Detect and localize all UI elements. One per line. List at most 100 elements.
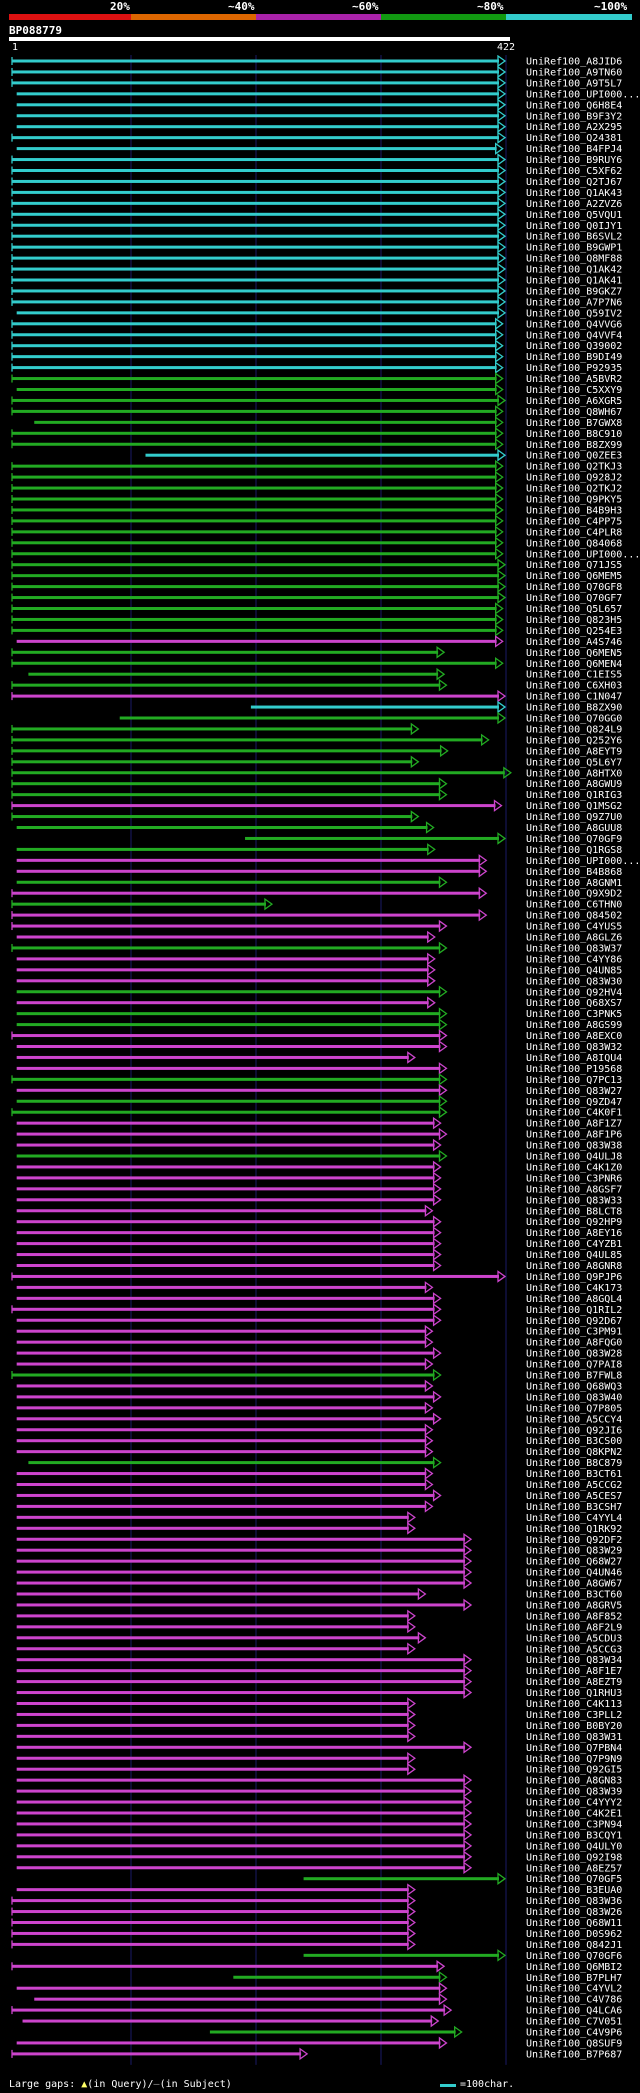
hit-bar[interactable] (145, 453, 499, 457)
hit-bar[interactable] (233, 1975, 441, 1979)
hit-label[interactable]: UniRef100_C4PLR8 (526, 527, 622, 538)
hit-label[interactable]: UniRef100_Q92JI6 (526, 1425, 622, 1436)
hit-label[interactable]: UniRef100_Q1RGS8 (526, 845, 622, 856)
hit-row[interactable]: UniRef100_B8LCT8 (16, 1204, 623, 1218)
hit-label[interactable]: UniRef100_C4K1Z0 (526, 1162, 622, 1173)
hit-bar[interactable] (16, 1778, 466, 1782)
hit-row[interactable]: UniRef100_Q0IJY1 (11, 218, 622, 232)
hit-label[interactable]: UniRef100_Q9Z7U0 (526, 812, 622, 823)
hit-row[interactable]: UniRef100_Q71JS5 (11, 558, 622, 572)
hit-row[interactable]: UniRef100_Q83W32 (16, 1040, 623, 1054)
hit-label[interactable]: UniRef100_B4B868 (526, 867, 622, 878)
hit-bar[interactable] (12, 2008, 446, 2012)
hit-row[interactable]: UniRef100_Q252Y6 (11, 733, 622, 747)
hit-label[interactable]: UniRef100_Q68WQ3 (526, 1381, 622, 1392)
hit-bar[interactable] (16, 1625, 409, 1629)
hit-row[interactable]: UniRef100_A8HTX0 (11, 766, 622, 780)
hit-row[interactable]: UniRef100_Q824L9 (11, 722, 622, 736)
hit-label[interactable]: UniRef100_C3PNR6 (526, 1173, 622, 1184)
hit-bar[interactable] (303, 1953, 499, 1957)
hit-label[interactable]: UniRef100_C1EIS5 (526, 670, 622, 681)
hit-bar[interactable] (12, 607, 497, 610)
hit-label[interactable]: UniRef100_A8GRV5 (526, 1600, 622, 1611)
hit-row[interactable]: UniRef100_B3CT60 (16, 1587, 623, 1601)
hit-bar[interactable] (16, 1406, 427, 1410)
hit-bar[interactable] (16, 1143, 435, 1147)
hit-bar[interactable] (16, 1264, 435, 1267)
hit-bar[interactable] (12, 815, 413, 819)
hit-row[interactable]: UniRef100_C4YYL4 (16, 1511, 623, 1524)
hit-label[interactable]: UniRef100_Q92HP9 (526, 1217, 622, 1228)
hit-label[interactable]: UniRef100_A8GLZ6 (526, 933, 622, 944)
hit-label[interactable]: UniRef100_A8GUU8 (526, 823, 622, 834)
hit-bar[interactable] (16, 1132, 441, 1136)
hit-label[interactable]: UniRef100_C4V9P6 (526, 2028, 622, 2039)
hit-row[interactable]: UniRef100_B3CSH7 (16, 1500, 623, 1513)
hit-row[interactable]: UniRef100_B7P687 (11, 2047, 622, 2061)
hit-bar[interactable] (303, 1877, 499, 1881)
hit-label[interactable]: UniRef100_A8GNR8 (526, 1261, 622, 1272)
hit-label[interactable]: UniRef100_Q92GI5 (526, 1765, 622, 1776)
hit-label[interactable]: UniRef100_Q83W31 (526, 1732, 622, 1743)
hit-bar[interactable] (12, 300, 499, 304)
hit-label[interactable]: UniRef100_Q83W28 (526, 1349, 622, 1360)
hit-row[interactable]: UniRef100_A8F1P6 (16, 1127, 623, 1141)
hit-label[interactable]: UniRef100_A9T5L7 (526, 78, 622, 89)
hit-label[interactable]: UniRef100_Q5L657 (526, 604, 622, 615)
hit-bar[interactable] (16, 1099, 441, 1103)
hit-bar[interactable] (12, 891, 481, 895)
hit-bar[interactable] (12, 1921, 409, 1924)
hit-bar[interactable] (16, 1154, 441, 1158)
hit-row[interactable]: UniRef100_C5XF62 (11, 164, 622, 178)
hit-row[interactable]: UniRef100_C1EIS5 (28, 667, 622, 681)
hit-row[interactable]: UniRef100_B6SVL2 (11, 229, 622, 243)
hit-row[interactable]: UniRef100_A8F2L9 (16, 1620, 623, 1634)
hit-label[interactable]: UniRef100_Q9PKY5 (526, 495, 622, 506)
hit-label[interactable]: UniRef100_Q68W27 (526, 1557, 622, 1568)
hit-row[interactable]: UniRef100_Q92D67 (16, 1313, 623, 1327)
hit-bar[interactable] (16, 968, 429, 972)
hit-bar[interactable] (16, 1614, 409, 1618)
hit-row[interactable]: UniRef100_C6THN0 (11, 897, 622, 911)
hit-row[interactable]: UniRef100_C4PLR8 (11, 525, 622, 539)
hit-bar[interactable] (12, 574, 499, 578)
hit-bar[interactable] (16, 1242, 435, 1246)
hit-label[interactable]: UniRef100_B3CQY1 (526, 1830, 622, 1841)
hit-label[interactable]: UniRef100_Q823H5 (526, 615, 622, 626)
hit-row[interactable]: UniRef100_C4PP75 (11, 514, 622, 528)
hit-row[interactable]: UniRef100_Q9X9D2 (11, 886, 622, 900)
hit-label[interactable]: UniRef100_Q59IV2 (526, 308, 622, 319)
hit-row[interactable]: UniRef100_Q842J1 (11, 1938, 622, 1951)
hit-label[interactable]: UniRef100_Q0IJY1 (526, 221, 622, 232)
hit-bar[interactable] (12, 2052, 302, 2056)
hit-bar[interactable] (12, 179, 499, 183)
hit-row[interactable]: UniRef100_C4YY86 (16, 952, 623, 966)
hit-row[interactable]: UniRef100_A8GNM1 (16, 875, 623, 889)
hit-row[interactable]: UniRef100_A5CCG3 (16, 1642, 623, 1656)
hit-bar[interactable] (16, 1767, 409, 1771)
hit-label[interactable]: UniRef100_Q8KPN2 (526, 1447, 622, 1458)
hit-row[interactable]: UniRef100_Q92DF2 (16, 1532, 623, 1546)
hit-label[interactable]: UniRef100_Q92DF2 (526, 1535, 622, 1546)
hit-label[interactable]: UniRef100_B3CSH7 (526, 1502, 622, 1513)
hit-row[interactable]: UniRef100_Q6MEN5 (11, 646, 622, 659)
hit-row[interactable]: UniRef100_Q83W27 (16, 1084, 623, 1097)
hit-bar[interactable] (16, 1504, 427, 1508)
hit-label[interactable]: UniRef100_Q84502 (526, 911, 622, 922)
hit-row[interactable]: UniRef100_Q4LCA6 (11, 2003, 622, 2017)
hit-row[interactable]: UniRef100_C4K2E1 (16, 1806, 623, 1820)
hit-bar[interactable] (12, 617, 497, 621)
hit-bar[interactable] (12, 136, 499, 140)
hit-row[interactable]: UniRef100_Q24381 (11, 131, 622, 145)
hit-label[interactable]: UniRef100_Q7PBN4 (526, 1743, 622, 1754)
hit-row[interactable]: UniRef100_Q5L6Y7 (11, 755, 622, 769)
hit-bar[interactable] (12, 70, 499, 74)
hit-label[interactable]: UniRef100_Q1RIG3 (526, 790, 622, 801)
hit-row[interactable]: UniRef100_Q1RIL2 (11, 1303, 622, 1316)
hit-row[interactable]: UniRef100_C4K173 (16, 1281, 623, 1294)
hit-bar[interactable] (16, 1833, 466, 1837)
hit-label[interactable]: UniRef100_Q4ULY0 (526, 1841, 622, 1852)
hit-label[interactable]: UniRef100_Q1MSG2 (526, 801, 622, 812)
hit-label[interactable]: UniRef100_Q24381 (526, 133, 622, 144)
hit-label[interactable]: UniRef100_A8F1E7 (526, 1666, 622, 1677)
